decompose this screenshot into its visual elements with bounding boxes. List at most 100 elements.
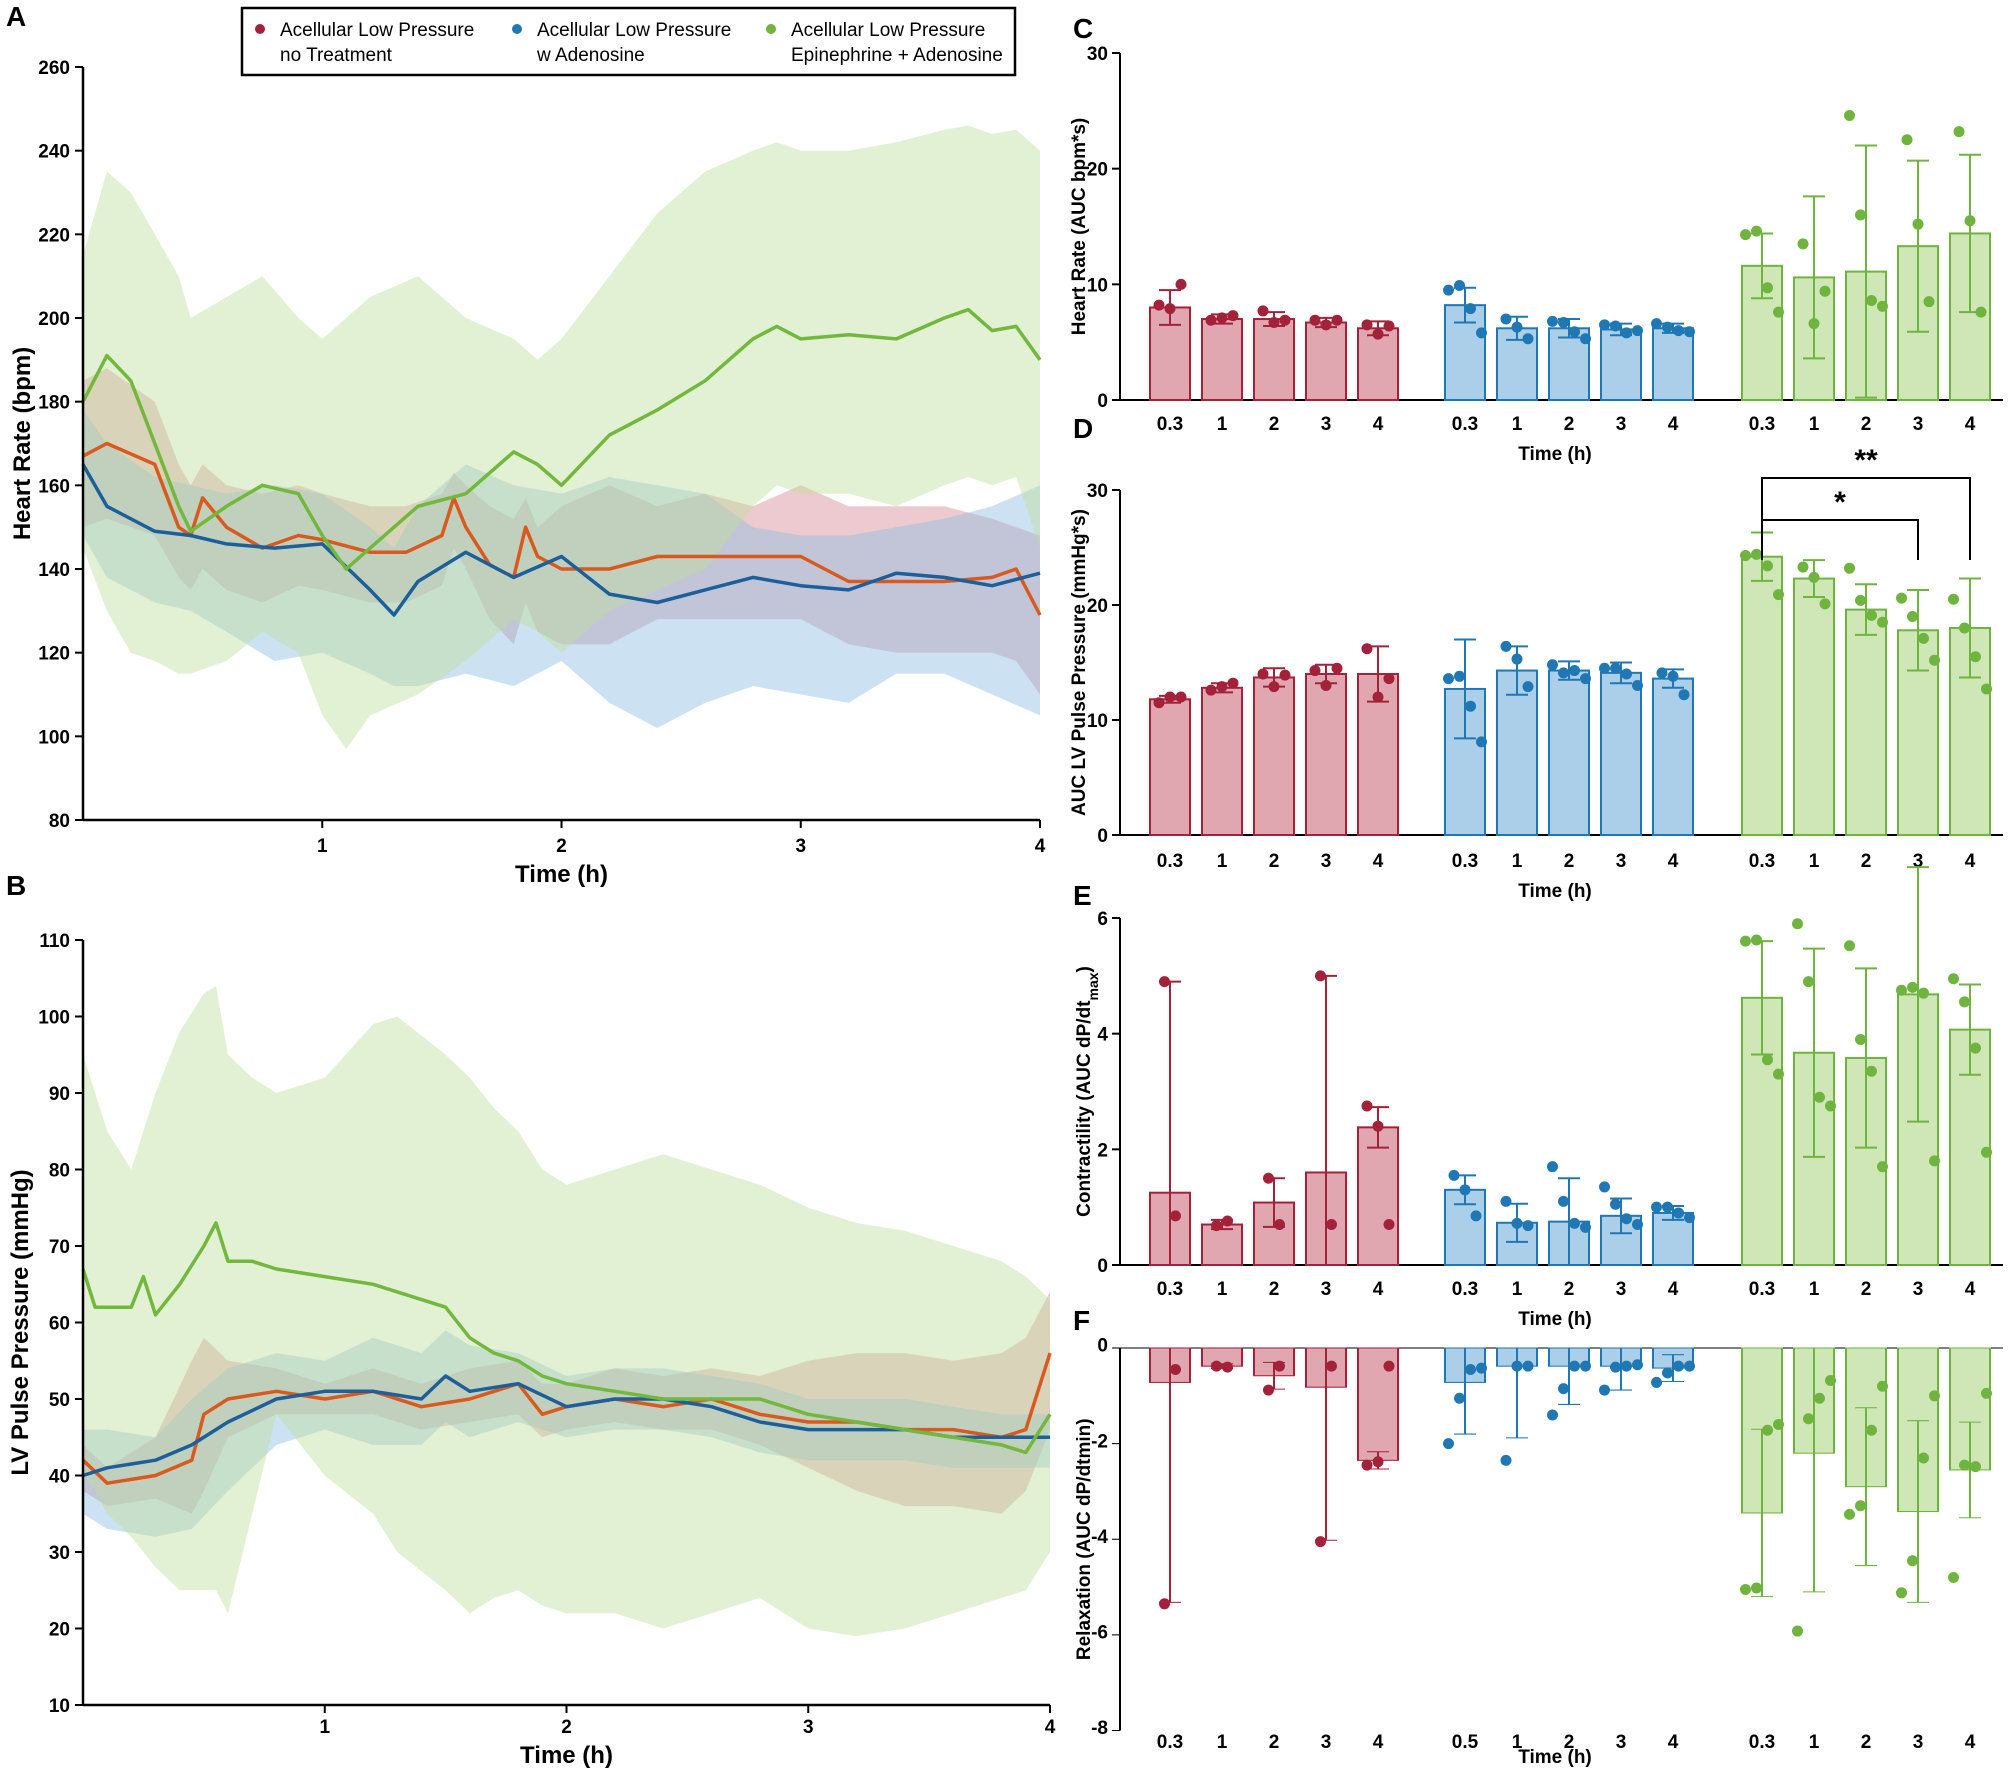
y-tick-label: 70 [49,1237,70,1258]
data-point [1918,1452,1929,1464]
data-point [1511,321,1523,333]
chart-heart-rate-timecourse: 80 100 120 140 160 180 200 220 240 260 1 2 3 4 Time (h… [9,58,1046,888]
data-point [1877,1380,1888,1392]
data-point [1970,1461,1981,1473]
data-point [1797,561,1809,573]
data-point [1610,1361,1621,1373]
data-point [1372,1120,1384,1132]
data-point [1372,691,1384,703]
panel-label-c: C [1073,13,1093,44]
data-point [1569,1217,1580,1229]
data-point [1443,284,1454,296]
data-point [1372,1456,1384,1468]
x-axis-label: Time (h) [1518,444,1592,465]
data-point [1547,1161,1558,1173]
data-point [1855,209,1866,221]
x-axis-label: Time (h) [1518,881,1592,902]
chart-lv-pulse-pressure-timecourse: 10 20 30 40 50 60 70 80 90 100 110 1 2 3 4 Time (h) LV P… [7,931,1056,1769]
data-point [1948,1572,1959,1584]
data-point [1762,560,1773,572]
data-point [1175,691,1187,703]
legend-box [240,6,1017,77]
data-point [1558,1383,1569,1395]
data-point [1959,996,1970,1008]
data-point [1580,1221,1591,1233]
data-point [1170,1364,1181,1376]
data-point [1684,326,1695,338]
x-tick-label: 2 [561,1717,572,1738]
data-point [1610,662,1621,674]
x-tick-label: 0.3 [1157,414,1183,435]
data-point [1569,326,1580,338]
x-tick-label: 0.3 [1452,1279,1478,1300]
x-tick-label: 4 [1965,1732,1976,1753]
data-point [1558,667,1569,679]
data-point [1762,1424,1773,1436]
data-point [1896,1587,1907,1599]
x-axis-label: Time (h) [1518,1309,1592,1330]
data-point [1981,1387,1992,1399]
legend-label-line2: no Treatment [280,45,393,66]
data-point [1476,327,1487,339]
data-point [1268,317,1280,329]
data-point [1211,1360,1222,1372]
data-point [1621,668,1632,680]
legend-label-line1: Acellular Low Pressure [791,20,985,41]
y-tick-label: 10 [1087,711,1108,732]
data-point [1383,1219,1395,1231]
data-point [1751,548,1762,560]
data-point [1803,976,1814,988]
data-point [1855,594,1866,606]
data-point [1309,665,1321,677]
x-tick-label: 4 [1035,836,1046,857]
data-point [1773,589,1784,601]
data-point [1205,684,1217,696]
significance-bracket [1761,477,1971,560]
x-axis-label: Time (h) [1518,1747,1592,1768]
x-tick-label: 2 [1564,851,1575,872]
x-tick-label: 0.3 [1157,1279,1183,1300]
data-point [1651,1376,1662,1388]
data-point [1740,550,1751,562]
x-tick-label: 4 [1373,414,1384,435]
y-tick-label: 100 [38,1008,70,1029]
data-point [1632,1359,1643,1371]
data-point [1569,1360,1580,1372]
x-tick-label: 1 [1512,1279,1523,1300]
x-tick-label: 1 [1809,414,1820,435]
y-axis-label: Contractility (AUC dP/dtmax) [1074,966,1101,1217]
data-point [1522,1220,1534,1232]
bar-blue-3 [1600,671,1642,836]
data-point [1610,320,1621,332]
x-tick-label: 2 [556,836,567,857]
x-tick-label: 2 [1861,1732,1872,1753]
x-tick-label: 3 [1913,1732,1924,1753]
x-tick-label: 1 [1809,1279,1820,1300]
data-point [1383,320,1395,332]
data-point [1470,1210,1482,1222]
data-point [1465,700,1476,712]
data-point [1153,697,1165,709]
data-point [1918,987,1929,999]
x-tick-label: 4 [1965,1279,1976,1300]
legend-marker-green [766,24,776,34]
data-point [1866,1424,1877,1436]
data-point [1164,303,1176,315]
data-point [1808,318,1820,330]
data-point [1740,229,1751,241]
y-tick-label: 180 [38,393,70,414]
data-point [1929,1155,1940,1167]
y-tick-label: 0 [1097,1256,1108,1277]
x-tick-label: 2 [1861,1279,1872,1300]
data-point [1877,300,1888,312]
data-point [1844,562,1855,574]
y-tick-label: 30 [1087,481,1108,502]
y-tick-label: 20 [1087,160,1108,181]
x-tick-label: 3 [803,1717,814,1738]
series-line-1 [81,463,1041,617]
x-tick-label: 1 [1217,1732,1228,1753]
y-tick-label: 20 [49,1620,70,1641]
legend-entry-epinephrine-adenosine: Acellular Low Pressure Epinephrine + Ade… [766,20,1003,66]
data-point [1599,319,1610,331]
